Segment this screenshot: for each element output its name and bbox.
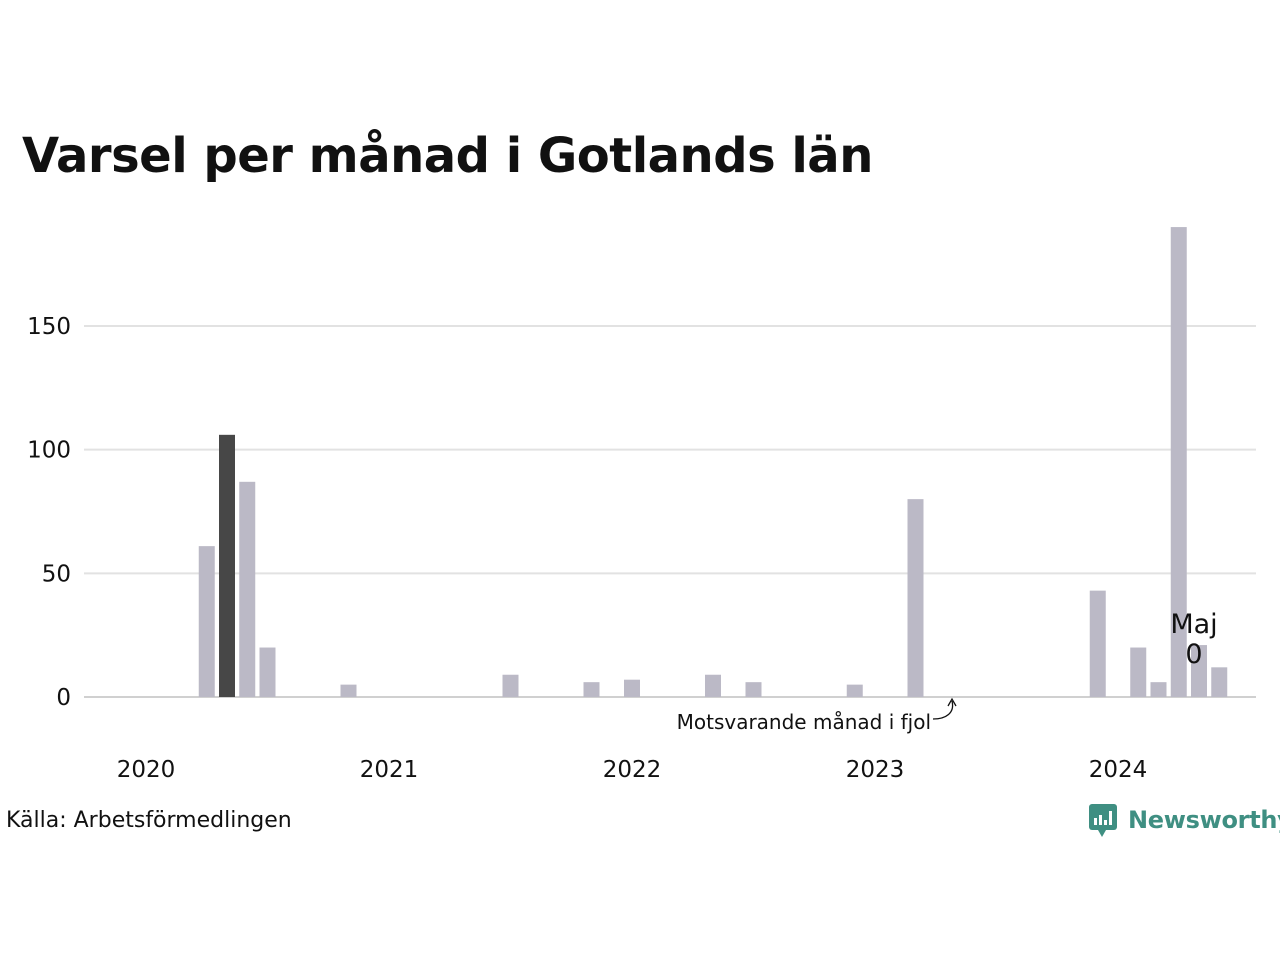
chart-title: Varsel per månad i Gotlands län	[22, 128, 873, 184]
y-tick-label: 0	[56, 685, 71, 711]
annotation-text: Motsvarande månad i fjol	[677, 710, 931, 734]
bar-2020-04	[198, 546, 215, 697]
x-tick-label-2020: 2020	[117, 757, 176, 783]
x-tick-label-2024: 2024	[1089, 757, 1148, 783]
x-tick-label-2022: 2022	[603, 757, 662, 783]
bar-chart-speech-bubble-icon	[1089, 804, 1117, 837]
y-axis-tick-labels: 0 50 100 150	[27, 314, 71, 711]
x-tick-label-2023: 2023	[846, 757, 905, 783]
bar-2023-12	[1089, 590, 1106, 697]
annotation-arrow	[932, 700, 954, 720]
x-axis-year-labels: 2020 2021 2022 2023 2024	[117, 757, 1148, 783]
bar-2022-01	[624, 679, 640, 697]
y-tick-label: 150	[27, 314, 71, 340]
bar-2022-05	[705, 674, 721, 697]
latest-value: 0	[1185, 639, 1202, 670]
bar-chart: 0 50 100 150 2020 2021 2022 2023 2024 Motsvaran…	[27, 227, 1256, 783]
x-tick-label-2021: 2021	[360, 757, 419, 783]
annotation-arrowhead	[947, 697, 957, 707]
bar-2020-11	[340, 684, 357, 697]
y-tick-label: 50	[42, 561, 71, 587]
y-tick-label: 100	[27, 438, 71, 464]
latest-value-label: Maj 0	[1170, 609, 1217, 670]
bar-2024-05	[1191, 645, 1207, 697]
brand-logo: Newsworthy	[1088, 803, 1280, 837]
bar-2022-12	[846, 684, 863, 697]
bar-2021-07	[502, 674, 519, 697]
grid-lines	[84, 325, 1256, 698]
source-credit: Källa: Arbetsförmedlingen	[6, 808, 292, 833]
bars	[198, 227, 1228, 698]
bar-2024-03	[1150, 682, 1167, 697]
bar-2021-11	[583, 682, 600, 697]
bar-2020-05	[219, 434, 235, 697]
bar-undefined	[1211, 667, 1228, 697]
bar-2024-04	[1170, 227, 1187, 698]
brand-name: Newsworthy	[1128, 806, 1280, 834]
latest-month-label: Maj	[1170, 609, 1217, 640]
annotation-group: Motsvarande månad i fjol	[677, 697, 957, 734]
bar-2022-07	[745, 682, 762, 697]
bar-2020-07	[259, 647, 276, 697]
bar-2024-02	[1130, 647, 1147, 697]
bar-2023-03	[907, 499, 924, 697]
bar-2020-06	[239, 481, 256, 697]
